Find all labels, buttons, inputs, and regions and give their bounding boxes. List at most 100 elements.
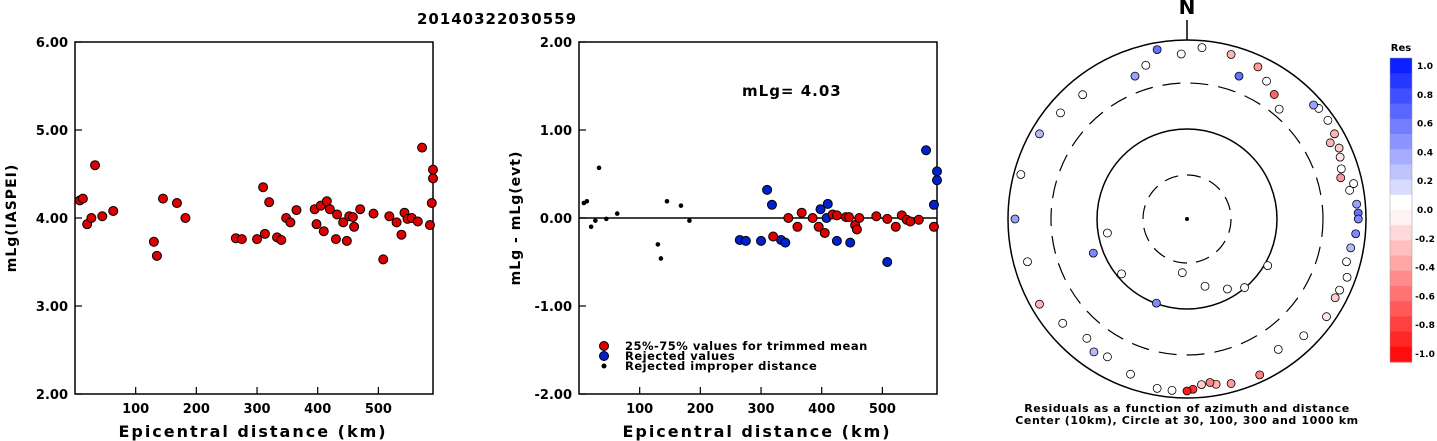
improper-distance-point [584,198,590,204]
y-tick-label: 1.00 [540,124,572,139]
station-residual-marker [1089,347,1099,357]
magnitude-point [330,234,341,245]
colorbar-cell [1390,58,1412,74]
station-residual-marker [1263,261,1273,271]
colorbar-cell [1390,88,1412,105]
station-residual-marker [1342,257,1351,267]
polar-caption-2: Center (10km), Circle at 30, 100, 300 an… [1015,414,1359,427]
station-residual-marker [1345,185,1355,195]
improper-distance-point [593,218,598,223]
trimmed-mean-point [844,212,855,223]
colorbar-cell [1390,73,1412,89]
y-tick-label: 2.00 [36,388,68,403]
station-residual-marker [1226,50,1236,59]
residual-legend: 25%-75% values for trimmed mean Rejected… [599,339,867,373]
magnitude-point [378,254,389,265]
colorbar-cell [1390,194,1412,211]
azimuth-residual-plot: N Residuals as a function of azimuth and… [1007,0,1367,427]
station-residual-marker [1035,299,1044,309]
magnitude-point [77,193,88,204]
improper-distance-point [588,224,594,230]
improper-distance-point [658,256,664,261]
colorbar-cell [1390,225,1412,241]
trimmed-mean-point [913,214,924,225]
magnitude-point [151,250,162,261]
x-tick-label: 100 [626,402,653,417]
rejected-point [766,199,777,210]
station-residual-marker [1058,318,1068,328]
station-residual-marker [1176,49,1186,59]
x-tick-label: 200 [687,402,714,417]
station-residual-marker [1274,104,1284,114]
colorbar-cell [1390,346,1412,363]
station-residual-marker [1352,199,1362,209]
colorbar-cell [1390,270,1412,287]
figure-title: 20140322030559 [417,10,577,28]
magnitude-point [258,182,269,193]
trimmed-mean-point [854,213,865,223]
magnitude-point [108,205,119,216]
station-residual-marker [1056,108,1065,118]
station-residual-marker [1342,272,1352,282]
magnitude-point [391,217,402,228]
improper-distance-point [664,198,670,204]
x-tick-label: 500 [365,402,392,417]
station-residual-marker [1082,333,1092,343]
rejected-point [740,235,751,246]
station-residual-marker [1182,386,1192,396]
magnitude-point [341,235,352,246]
station-residual-marker [1322,312,1331,322]
station-residual-marker [1151,298,1161,308]
x-tick-label: 400 [808,402,835,417]
colorbar-cell [1390,149,1412,165]
magnitude-point [428,164,438,175]
trimmed-mean-point [796,207,807,218]
y-tick-label: 2.00 [540,36,572,51]
colorbar-tick-label: -0.2 [1415,235,1435,245]
magnitude-point [180,213,191,223]
trimmed-mean-point [882,213,893,224]
trimmed-mean-point [928,221,939,232]
rejected-point [762,184,773,195]
colorbar-cell [1390,240,1412,257]
trimmed-mean-point [905,216,916,227]
magnitude-point [332,209,343,220]
colorbar-cell [1390,316,1412,333]
magnitude-point [428,173,438,184]
magnitude-x-axis-label: Epicentral distance (km) [118,422,387,441]
residual-x-axis-label: Epicentral distance (km) [622,422,891,441]
station-residual-marker [1223,284,1232,294]
trimmed-mean-point [783,213,794,223]
station-residual-marker [1126,369,1135,379]
trimmed-mean-point [792,221,803,232]
colorbar-tick-label: 0.8 [1417,91,1433,101]
improper-distance-point [678,203,684,208]
magnitude-point [86,213,97,223]
station-residual-marker [1016,170,1026,179]
epicenter-marker [1185,217,1189,221]
rejected-point [822,198,833,209]
magnitude-point [259,228,270,239]
magnitude-point [311,219,322,230]
station-residual-marker [1103,228,1112,238]
colorbar-tick-label: -1.0 [1415,350,1435,360]
station-residual-marker [1226,379,1236,388]
residual-colorbar: Res 1.0 0.8 0.6 0.4 0.2 0.0 -0.2 -0.4 -0.6 -0.8 -1… [1389,43,1435,363]
station-residual-marker [1269,90,1279,99]
magnitude-point [285,217,296,228]
colorbar-cell [1390,134,1412,150]
legend-marker-trimmed-mean [599,341,609,351]
x-tick-label: 400 [304,402,331,417]
rejected-point [932,166,942,177]
station-residual-marker [1309,100,1318,110]
rejected-point [845,237,856,248]
station-residual-marker [1346,243,1356,253]
y-tick-label: 5.00 [36,124,68,139]
trimmed-mean-point [819,227,830,238]
magnitude-point [324,204,335,215]
magnitude-point [426,198,437,209]
magnitude-point [384,211,395,222]
colorbar-tick-label: 0.4 [1417,148,1433,158]
colorbar-cell [1390,286,1412,302]
trimmed-mean-point [871,211,882,222]
